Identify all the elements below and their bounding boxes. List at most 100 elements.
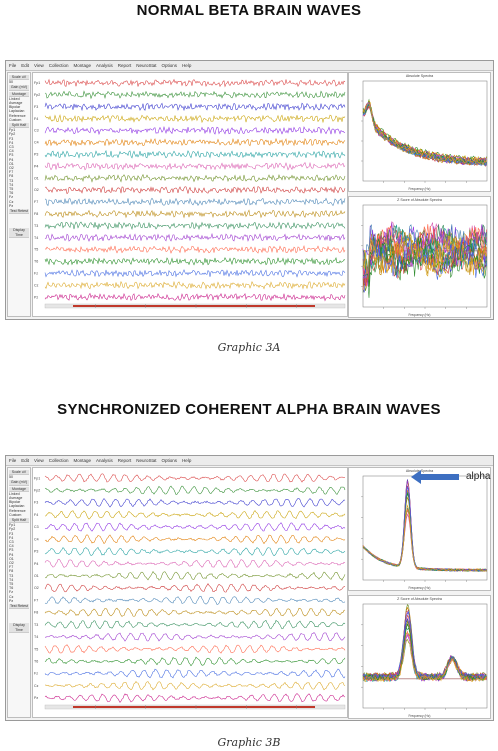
side-panel: Scale uV 50 Gain (mV) Montage Linked Ave… xyxy=(7,72,31,317)
eeg-trace xyxy=(44,644,346,654)
channel-label: F7 xyxy=(34,598,38,602)
power-label: Split Half xyxy=(9,123,29,129)
eeg-trace xyxy=(44,473,346,483)
spectrum-curves xyxy=(361,204,488,309)
montage-item[interactable]: Custom xyxy=(9,512,22,517)
eeg-background xyxy=(33,73,347,309)
menu-view[interactable]: View xyxy=(34,458,44,463)
eeg-trace xyxy=(44,681,346,691)
menu-file[interactable]: File xyxy=(9,458,17,463)
channel-label: Cz xyxy=(34,283,39,287)
channel-label: O1 xyxy=(9,556,14,561)
spectrum-curve xyxy=(362,638,487,683)
montage-item[interactable]: Reference xyxy=(9,508,26,513)
eeg-trace-area[interactable]: Fp1 Fp2 F3 F4 C3 C4 P3 P4 O1 O2 F7 F8 T3 T4 T5 T6 Fz Cz Pz xyxy=(32,467,348,718)
gain-label: Gain (mV) xyxy=(9,480,29,486)
channel-label: T5 xyxy=(9,582,14,587)
menu-collection[interactable]: Collection xyxy=(48,63,69,68)
channel-label: Fp2 xyxy=(34,93,40,97)
absolute-spectra-plot: Absolute Spectra Frequency (Hz) xyxy=(348,72,491,192)
menu-file[interactable]: File xyxy=(9,63,17,68)
menu-edit[interactable]: Edit xyxy=(21,458,30,463)
channel-label: F7 xyxy=(9,170,14,175)
menu-collection[interactable]: Collection xyxy=(48,458,69,463)
channel-label: C4 xyxy=(9,544,14,549)
channel-label: C3 xyxy=(9,145,14,150)
menu-report[interactable]: Report xyxy=(117,458,132,463)
montage-item[interactable]: Laplacian xyxy=(9,504,25,509)
montage-item[interactable]: Average xyxy=(9,496,23,501)
menu-help[interactable]: Help xyxy=(182,458,192,463)
menu-edit[interactable]: Edit xyxy=(21,63,30,68)
channel-label: F8 xyxy=(34,611,38,615)
menu-bar: File Edit View Collection Montage Analys… xyxy=(6,456,493,466)
menu-analysis[interactable]: Analysis xyxy=(96,458,113,463)
channel-label: P4 xyxy=(9,157,14,162)
channel-label: T5 xyxy=(9,187,14,192)
channel-list: Fp1 Fp2 F3 F4 C3 C4 P3 P4 O1 O2 F7 F8 T3 T4 T5 T6 Fz Cz Pz xyxy=(9,523,29,603)
zscore-spectra-plot: Z Score of Absolute Spectra Frequency (H… xyxy=(348,595,491,719)
montage-item[interactable]: Bipolar xyxy=(9,500,21,505)
alpha-annotation: alpha xyxy=(466,471,491,482)
eeg-trace xyxy=(44,558,346,568)
montage-item[interactable]: Laplacian xyxy=(9,109,25,114)
menu-report[interactable]: Report xyxy=(117,63,132,68)
menu-view[interactable]: View xyxy=(34,63,44,68)
channel-label: F4 xyxy=(9,140,14,145)
eeg-trace xyxy=(44,485,346,495)
menu-options[interactable]: Options xyxy=(161,63,178,68)
menu-help[interactable]: Help xyxy=(182,63,192,68)
spectrum-curve xyxy=(362,224,487,287)
channel-label: O1 xyxy=(9,161,14,166)
zscore-spectra-plot: Z Score of Absolute Spectra Frequency (H… xyxy=(348,196,491,318)
channel-label: O2 xyxy=(34,586,39,590)
eeg-trace xyxy=(44,522,346,532)
spectrum-curve xyxy=(362,103,487,165)
montage-item[interactable]: Average xyxy=(9,101,23,106)
menu-montage[interactable]: Montage xyxy=(73,63,91,68)
eeg-trace xyxy=(44,90,346,100)
channel-label: P4 xyxy=(34,562,38,566)
montage-item[interactable]: Custom xyxy=(9,117,22,122)
menu-montage[interactable]: Montage xyxy=(73,458,91,463)
channel-label: Cz xyxy=(9,199,14,204)
test-label: Test Retest xyxy=(9,209,29,215)
menu-analysis[interactable]: Analysis xyxy=(96,63,113,68)
eeg-trace xyxy=(44,607,346,617)
channel-label: C4 xyxy=(34,537,39,541)
montage-item[interactable]: Bipolar xyxy=(9,105,21,110)
plot-frame xyxy=(362,475,488,581)
menu-options[interactable]: Options xyxy=(161,458,178,463)
channel-label: T4 xyxy=(9,182,14,187)
montage-item[interactable]: Linked xyxy=(9,96,20,101)
panel-a-caption: Graphic 3A xyxy=(217,341,281,354)
spectrum-curve xyxy=(362,102,487,163)
channel-label: Pz xyxy=(34,696,38,700)
scale-value[interactable]: 50 xyxy=(9,475,13,480)
eeg-trace-area[interactable]: Fp1 Fp2 F3 F4 C3 C4 P3 P4 O1 O2 F7 F8 T3 T4 T5 T6 Fz Cz Pz xyxy=(32,72,348,317)
channel-label: T6 xyxy=(9,586,14,591)
eeg-trace xyxy=(44,595,346,605)
channel-label: C4 xyxy=(9,149,14,154)
channel-label: O1 xyxy=(34,574,39,578)
channel-label: O2 xyxy=(9,166,14,171)
channel-label: F3 xyxy=(9,136,14,141)
channel-label: Fp2 xyxy=(9,527,16,532)
display-label: Display Time xyxy=(9,228,29,238)
menu-neurostat[interactable]: NeuroStat xyxy=(136,458,157,463)
menu-neurostat[interactable]: NeuroStat xyxy=(136,63,157,68)
spectrum-curve xyxy=(362,106,487,166)
montage-item[interactable]: Reference xyxy=(9,113,26,118)
scale-value[interactable]: 50 xyxy=(9,80,13,85)
channel-label: T3 xyxy=(9,178,14,183)
eeg-trace xyxy=(44,656,346,667)
eeg-trace xyxy=(44,137,346,147)
montage-item[interactable]: Linked xyxy=(9,491,20,496)
spectrum-curve xyxy=(362,222,487,286)
eeg-trace xyxy=(44,510,346,520)
channel-label: Fp1 xyxy=(9,128,16,133)
channel-label: C3 xyxy=(34,129,39,133)
eeg-trace xyxy=(44,257,346,266)
spectrum-title: Z Score of Absolute Spectra xyxy=(397,597,442,601)
channel-label: Fp1 xyxy=(9,523,16,528)
